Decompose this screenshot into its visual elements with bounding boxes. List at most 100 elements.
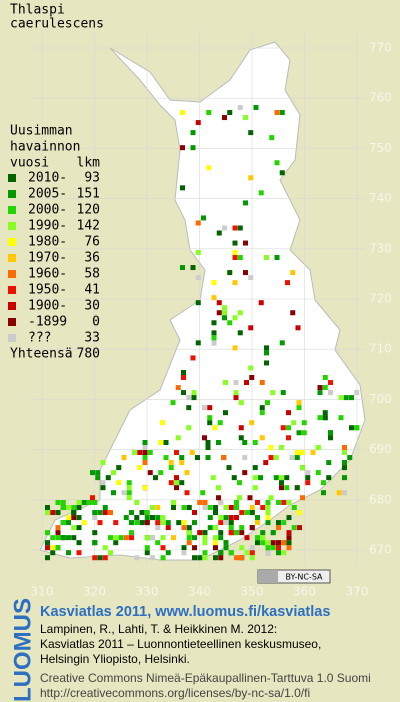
- total-label: Yhteensä: [10, 347, 73, 362]
- occurrence-square: [71, 515, 77, 521]
- occurrence-square: [171, 535, 176, 541]
- occurrence-square: [210, 475, 216, 481]
- occurrence-square: [197, 530, 203, 536]
- occurrence-square: [180, 110, 185, 116]
- occurrence-square: [137, 465, 143, 471]
- occurrence-square: [239, 530, 245, 536]
- occurrence-square: [291, 420, 297, 426]
- occurrence-square: [328, 430, 333, 436]
- occurrence-square: [134, 500, 140, 505]
- occurrence-square: [147, 450, 153, 456]
- occurrence-square: [55, 500, 61, 505]
- occurrence-square: [280, 425, 286, 431]
- occurrence-square: [300, 495, 305, 501]
- occurrence-square: [180, 265, 185, 271]
- legend-label: 1990-: [28, 219, 67, 234]
- occurrence-square: [231, 475, 237, 481]
- occurrence-square: [296, 405, 302, 411]
- occurrence-square: [160, 555, 166, 561]
- occurrence-square: [281, 520, 287, 526]
- occurrence-square: [276, 525, 281, 531]
- occurrence-square: [144, 545, 150, 551]
- occurrence-square: [216, 300, 222, 306]
- legend-label: -1899: [28, 315, 67, 330]
- occurrence-square: [186, 505, 192, 511]
- occurrence-square: [181, 520, 187, 526]
- occurrence-square: [286, 530, 292, 536]
- occurrence-square: [213, 545, 218, 551]
- occurrence-square: [92, 555, 98, 561]
- occurrence-square: [179, 480, 185, 486]
- occurrence-square: [201, 215, 206, 221]
- occurrence-square: [218, 515, 224, 521]
- occurrence-square: [45, 545, 50, 551]
- occurrence-square: [233, 390, 239, 396]
- occurrence-square: [165, 525, 171, 531]
- occurrence-square: [310, 450, 316, 456]
- occurrence-square: [189, 450, 195, 456]
- occurrence-square: [81, 520, 87, 526]
- occurrence-square: [222, 305, 227, 311]
- occurrence-square: [223, 410, 228, 416]
- occurrence-square: [237, 480, 242, 486]
- x-grid-label: 330: [136, 585, 159, 599]
- badge-text: BY-NC-SA: [285, 573, 323, 582]
- legend-count: 76: [84, 235, 100, 250]
- occurrence-square: [315, 470, 321, 476]
- legend-count: 36: [84, 251, 100, 266]
- occurrence-square: [234, 530, 239, 536]
- occurrence-square: [354, 425, 360, 431]
- occurrence-square: [286, 425, 291, 431]
- occurrence-square: [45, 505, 50, 511]
- occurrence-square: [221, 455, 227, 461]
- occurrence-square: [153, 475, 158, 481]
- occurrence-square: [142, 460, 148, 466]
- occurrence-square: [207, 505, 213, 511]
- occurrence-square: [223, 380, 228, 386]
- x-grid-label: 310: [31, 585, 54, 599]
- occurrence-square: [174, 485, 179, 491]
- occurrence-square: [249, 550, 255, 556]
- occurrence-square: [216, 495, 221, 501]
- occurrence-square: [264, 255, 269, 261]
- occurrence-square: [281, 550, 287, 556]
- legend-count: 30: [84, 299, 100, 314]
- occurrence-square: [237, 310, 243, 316]
- occurrence-square: [265, 510, 271, 516]
- occurrence-square: [195, 340, 201, 346]
- occurrence-square: [322, 410, 328, 416]
- occurrence-square: [213, 555, 218, 561]
- legend-heading: havainnon: [10, 140, 80, 155]
- occurrence-square: [252, 475, 258, 481]
- occurrence-square: [50, 550, 56, 556]
- occurrence-square: [264, 345, 269, 351]
- occurrence-square: [171, 505, 176, 511]
- occurrence-square: [211, 335, 217, 341]
- occurrence-square: [168, 465, 174, 471]
- legend-swatch: [8, 222, 16, 230]
- occurrence-square: [181, 525, 187, 531]
- y-grid-label: 670: [369, 543, 392, 557]
- occurrence-square: [279, 445, 284, 451]
- occurrence-square: [244, 510, 250, 516]
- occurrence-square: [55, 535, 61, 541]
- occurrence-square: [238, 435, 244, 441]
- occurrence-square: [206, 165, 212, 171]
- occurrence-square: [242, 455, 248, 461]
- occurrence-square: [71, 505, 77, 511]
- legend-count: 120: [77, 203, 100, 218]
- occurrence-square: [181, 390, 186, 396]
- occurrence-square: [260, 530, 266, 536]
- legend-label: 1950-: [28, 283, 67, 298]
- occurrence-square: [233, 380, 239, 386]
- occurrence-square: [232, 240, 238, 246]
- occurrence-square: [186, 530, 192, 536]
- occurrence-square: [200, 490, 206, 496]
- occurrence-square: [195, 455, 200, 461]
- occurrence-square: [264, 350, 269, 356]
- occurrence-square: [227, 320, 233, 326]
- occurrence-square: [150, 555, 155, 561]
- occurrence-square: [206, 110, 212, 116]
- legend-heading: Uusimman: [10, 124, 73, 139]
- occurrence-square: [255, 500, 260, 505]
